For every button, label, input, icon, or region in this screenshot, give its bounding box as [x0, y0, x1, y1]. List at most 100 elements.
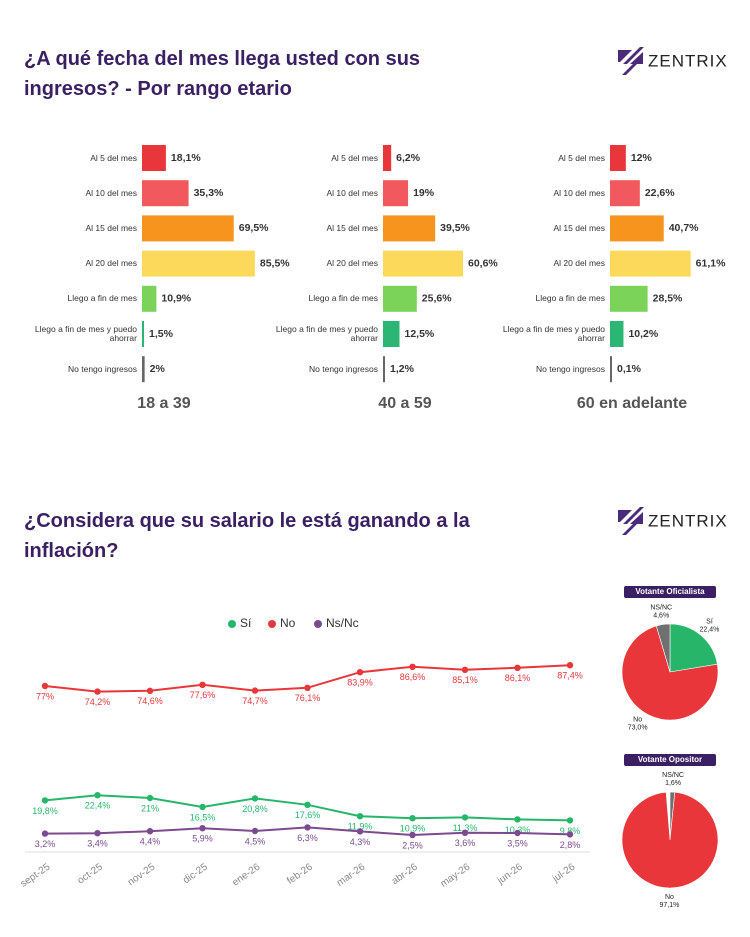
category-label-box: Al 20 del mes — [553, 258, 606, 269]
data-label: 87,4% — [557, 671, 583, 681]
data-label: 85,1% — [452, 675, 478, 685]
point — [146, 794, 154, 802]
category-label: Al 20 del mes — [553, 258, 606, 269]
point — [566, 662, 574, 669]
point — [41, 797, 49, 804]
bar — [383, 321, 400, 347]
category-label: Al 15 del mes — [85, 222, 138, 233]
category-label: Al 15 del mes — [553, 222, 606, 233]
category-label-box: Al 15 del mes — [85, 222, 138, 233]
logo-bottom: ZENTRIX — [618, 507, 727, 535]
data-label: 76,1% — [295, 693, 321, 703]
value-label: 39,5% — [440, 222, 470, 234]
category-label: Llego a fin de mes — [308, 293, 378, 304]
point — [409, 831, 416, 839]
legend-swatch — [268, 620, 276, 628]
category-label: Llego a fin de mes y puedo ahorrar — [502, 324, 605, 343]
section-title: ¿A qué fecha del mes llega usted con sus… — [24, 48, 421, 100]
bar — [142, 321, 144, 347]
point — [514, 664, 521, 671]
point — [409, 663, 416, 670]
category-label-box: Al 10 del mes — [85, 187, 138, 198]
logo-text: ZENTRIX — [648, 51, 728, 70]
section-title: ¿Considera que su salario le está ganand… — [24, 510, 470, 562]
value-label: 0,1% — [617, 363, 642, 375]
slice-name: No — [665, 894, 674, 901]
pie-title: Votante Oficialista — [635, 587, 705, 596]
data-label: 74,2% — [85, 697, 111, 707]
bar — [142, 145, 166, 171]
point — [514, 816, 521, 823]
point — [199, 803, 206, 811]
value-label: 85,5% — [260, 257, 290, 269]
value-label: 1,2% — [390, 363, 415, 375]
point — [199, 681, 206, 688]
category-label: Al 15 del mes — [326, 222, 379, 233]
x-tick-label: feb-26 — [285, 861, 315, 887]
bar — [610, 215, 664, 242]
x-tick-label: ene-26 — [230, 861, 262, 888]
category-label-box: Al 5 del mes — [331, 153, 378, 162]
point — [304, 824, 311, 831]
data-label: 4,3% — [350, 837, 371, 847]
x-tick-label: nov-25 — [126, 861, 158, 888]
category-label: Al 10 del mes — [553, 187, 606, 198]
panel-subtitle: 18 a 39 — [137, 395, 190, 412]
point — [409, 815, 416, 822]
data-label: 11,9% — [348, 822, 373, 832]
category-label: Al 10 del mes — [85, 187, 138, 198]
value-label: 12,5% — [405, 328, 435, 340]
point — [41, 830, 49, 837]
slice-value: 97,1% — [659, 902, 679, 909]
value-label: 6,2% — [396, 152, 421, 164]
data-label: 74,6% — [137, 696, 163, 706]
bar — [142, 250, 255, 277]
legend-label: No — [280, 616, 296, 630]
bar — [610, 285, 648, 312]
category-label: No tengo ingresos — [68, 363, 137, 374]
category-label-box: Llego a fin de mes — [67, 293, 137, 304]
data-label: 77,6% — [190, 690, 216, 700]
pie-title-bg — [624, 586, 716, 598]
point — [356, 828, 364, 835]
point — [251, 795, 259, 802]
data-label: 22,4% — [85, 801, 111, 811]
slice-value: 73,0% — [628, 725, 648, 732]
category-label: Al 10 del mes — [326, 187, 379, 198]
panel-subtitle: 40 a 59 — [378, 395, 431, 412]
x-tick-label: oct-25 — [76, 861, 105, 886]
category-label-box: No tengo ingresos — [309, 364, 378, 373]
category-label: Llego a fin de mes — [535, 293, 605, 304]
data-label: 74,7% — [242, 696, 268, 706]
category-label-box: Llego a fin de mes y puedo ahorrar — [502, 324, 605, 343]
data-label: 6,3% — [297, 833, 318, 843]
bar — [610, 250, 691, 277]
data-label: 17,6% — [295, 810, 321, 820]
slice-name: No — [633, 717, 642, 724]
value-label: 28,5% — [653, 293, 683, 305]
point — [41, 682, 49, 690]
data-label: 3,4% — [87, 839, 108, 849]
category-label-box: Al 5 del mes — [558, 152, 605, 163]
x-tick-label: abr-26 — [390, 861, 420, 887]
data-label: 20,8% — [242, 804, 268, 814]
logo-icon — [618, 47, 644, 75]
category-label: Al 20 del mes — [326, 258, 379, 269]
pie-slice — [669, 623, 718, 673]
category-label-box: No tengo ingresos — [536, 364, 605, 373]
point — [251, 827, 259, 835]
category-label: Llego a fin de mes y puedo ahorrar — [34, 324, 137, 343]
category-label: Llego a fin de mes — [67, 293, 137, 304]
data-label: 10,9% — [400, 824, 426, 834]
data-label: 4,4% — [140, 837, 161, 847]
category-label-box: Al 15 del mes — [326, 222, 379, 233]
bar — [142, 180, 189, 207]
value-label: 60,6% — [468, 257, 498, 269]
category-label: Al 5 del mes — [558, 152, 605, 163]
data-label: 11,3% — [453, 823, 478, 833]
bar — [610, 145, 626, 171]
point — [566, 831, 574, 838]
slice-name: NS/NC — [662, 772, 684, 779]
legend-swatch — [314, 620, 322, 628]
category-label-box: Llego a fin de mes y puedo ahorrar — [34, 324, 137, 343]
